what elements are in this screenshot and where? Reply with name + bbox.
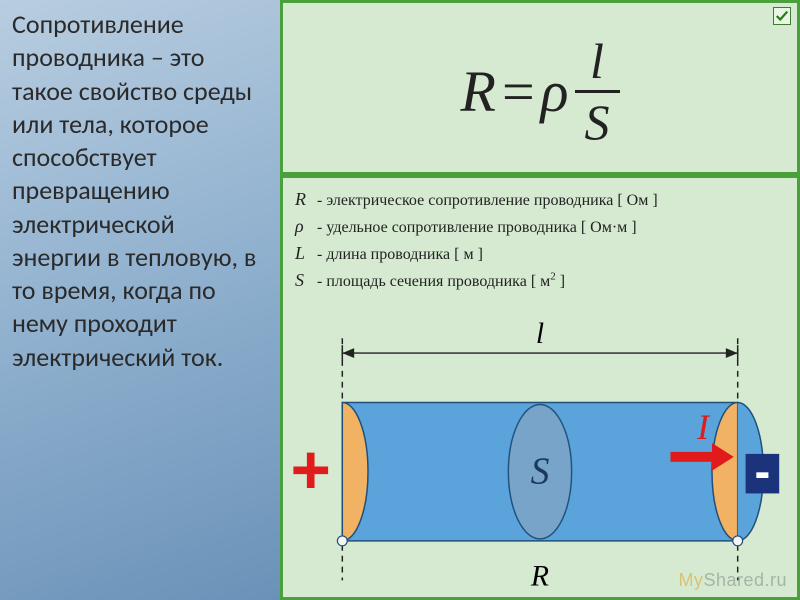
formula-panel: R = ρ l S [280,0,800,175]
svg-text:I: I [696,407,711,447]
legend-row: ρ - удельное сопротивление проводника [ … [295,213,785,240]
legend: R - электрическое сопротивление проводни… [295,186,785,294]
definition-panel: Сопротивление проводника – это такое сво… [0,0,280,600]
definition-text: Сопротивление проводника – это такое сво… [12,8,268,374]
right-panel: R = ρ l S R - электрическое сопротивлени… [280,0,800,600]
svg-text:S: S [531,452,550,493]
diagram-panel: R - электрическое сопротивление проводни… [280,175,800,600]
conductor-diagram: l S + - I R [283,292,797,597]
watermark-prefix: My [678,570,703,590]
legend-row: L - длина проводника [ м ] [295,240,785,267]
formula-denominator: S [575,93,620,151]
formula-numerator: l [580,32,614,90]
formula-rho: ρ [541,58,569,125]
check-icon [773,7,791,25]
legend-row: R - электрическое сопротивление проводни… [295,186,785,213]
formula-equals: = [502,58,535,125]
watermark: MyShared.ru [678,570,787,591]
formula-R: R [461,58,496,125]
watermark-suffix: Shared.ru [703,570,787,590]
formula-fraction: l S [575,32,620,151]
svg-text:R: R [530,560,549,592]
legend-row: S - площадь сечения проводника [ м2 ] [295,267,785,294]
svg-text:l: l [536,318,544,350]
resistance-formula: R = ρ l S [461,32,620,151]
svg-text:+: + [290,430,330,508]
svg-text:-: - [754,445,770,498]
